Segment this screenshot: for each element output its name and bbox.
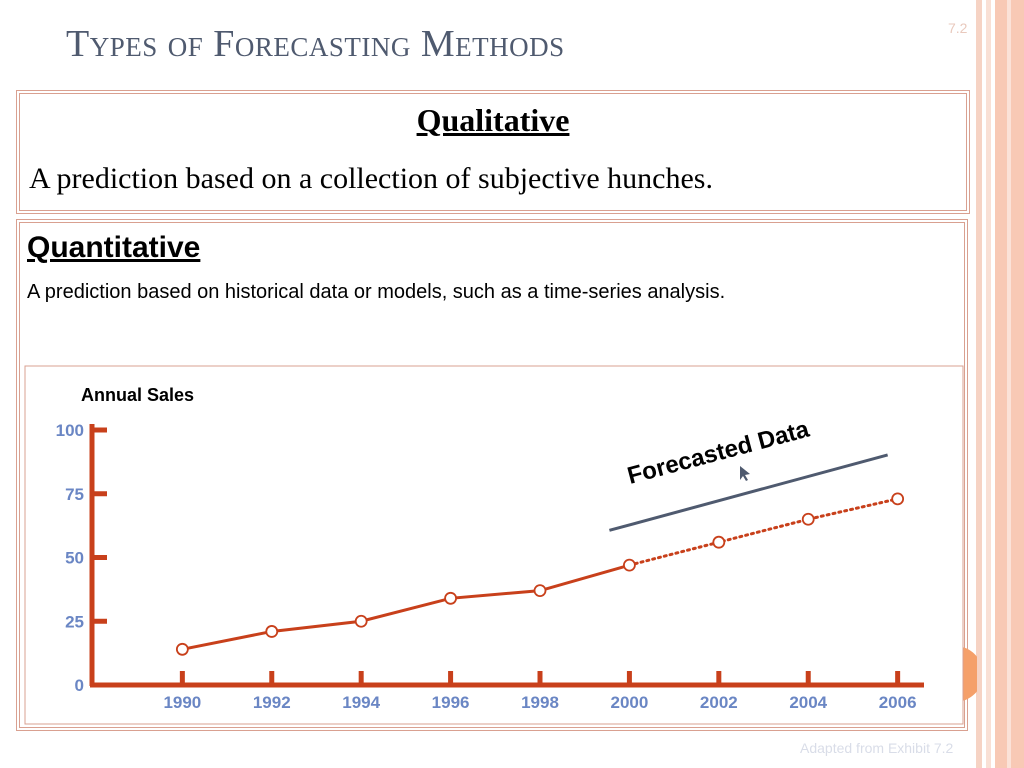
x-tick-label: 2000 — [610, 693, 648, 712]
forecast-trend-line — [609, 453, 889, 532]
y-tick-label: 100 — [56, 421, 84, 440]
x-tick-label: 1992 — [253, 693, 291, 712]
x-tick-label: 2004 — [789, 693, 827, 712]
historical-series-line — [182, 563, 630, 651]
chart-frame — [24, 365, 964, 725]
slide-title: Types of Forecasting Methods — [66, 23, 565, 65]
decor-stripe — [1007, 0, 1011, 768]
data-point — [891, 492, 905, 506]
data-point — [175, 642, 189, 656]
quantitative-description: A prediction based on historical data or… — [27, 281, 726, 303]
data-point — [801, 512, 815, 526]
quantitative-heading: Quantitative — [27, 231, 201, 264]
y-tick-label: 0 — [75, 676, 84, 695]
x-tick-label: 1990 — [163, 693, 201, 712]
data-point — [712, 535, 726, 549]
qualitative-heading: Qualitative — [416, 102, 570, 138]
footer-note: Adapted from Exhibit 7.2 — [800, 740, 954, 756]
x-tick-label: 2002 — [700, 693, 738, 712]
qualitative-box: Qualitative A prediction based on a coll… — [16, 90, 970, 214]
data-point — [623, 558, 636, 572]
cursor-icon — [740, 466, 750, 481]
data-point — [354, 614, 368, 628]
y-tick-label: 75 — [65, 485, 84, 504]
x-tick-label: 1996 — [432, 693, 470, 712]
chart-title: Annual Sales — [81, 385, 194, 405]
data-point — [265, 625, 279, 638]
x-tick-label: 1994 — [342, 693, 380, 712]
data-point — [533, 584, 547, 598]
decor-stripe — [976, 0, 982, 768]
data-point — [444, 591, 457, 605]
x-tick-label: 1998 — [521, 693, 559, 712]
y-tick-label: 25 — [65, 612, 84, 631]
forecast-series-line — [627, 497, 900, 567]
y-tick-label: 50 — [65, 549, 84, 568]
decor-stripe — [986, 0, 991, 768]
page-number: 7.2 — [948, 20, 968, 36]
qualitative-description: A prediction based on a collection of su… — [29, 162, 713, 195]
x-tick-label: 2006 — [879, 693, 917, 712]
